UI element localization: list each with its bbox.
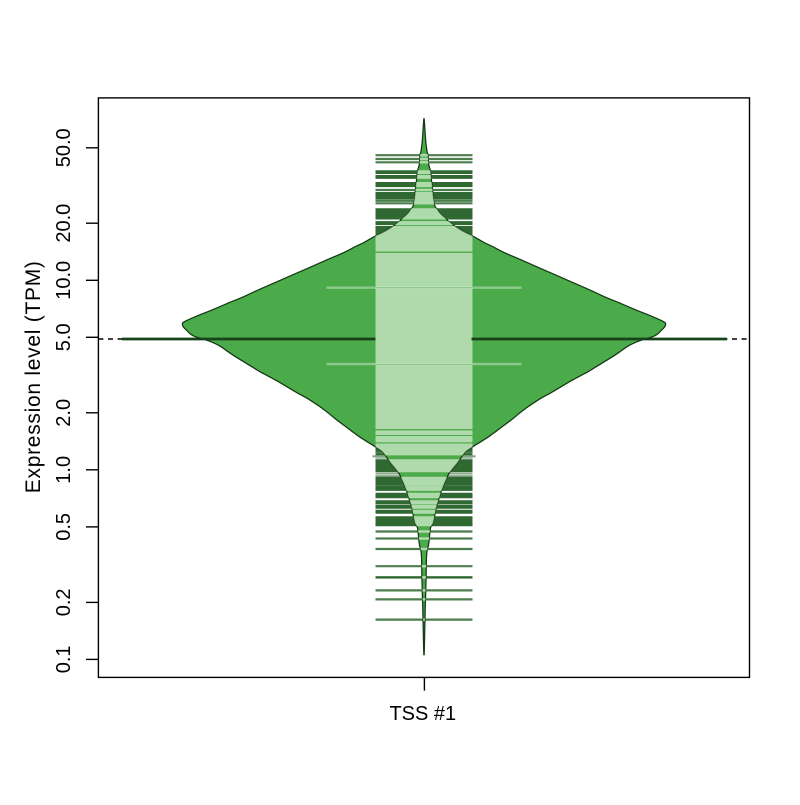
svg-text:1.0: 1.0 — [53, 456, 75, 484]
svg-text:5.0: 5.0 — [53, 323, 75, 351]
svg-text:20.0: 20.0 — [53, 204, 75, 243]
svg-text:0.2: 0.2 — [53, 588, 75, 616]
svg-text:0.1: 0.1 — [53, 645, 75, 673]
svg-text:TSS #1: TSS #1 — [389, 703, 456, 725]
svg-text:0.5: 0.5 — [53, 513, 75, 541]
svg-text:10.0: 10.0 — [53, 261, 75, 300]
svg-text:Expression level (TPM): Expression level (TPM) — [22, 260, 45, 493]
svg-text:50.0: 50.0 — [53, 128, 75, 167]
svg-text:2.0: 2.0 — [53, 399, 75, 427]
